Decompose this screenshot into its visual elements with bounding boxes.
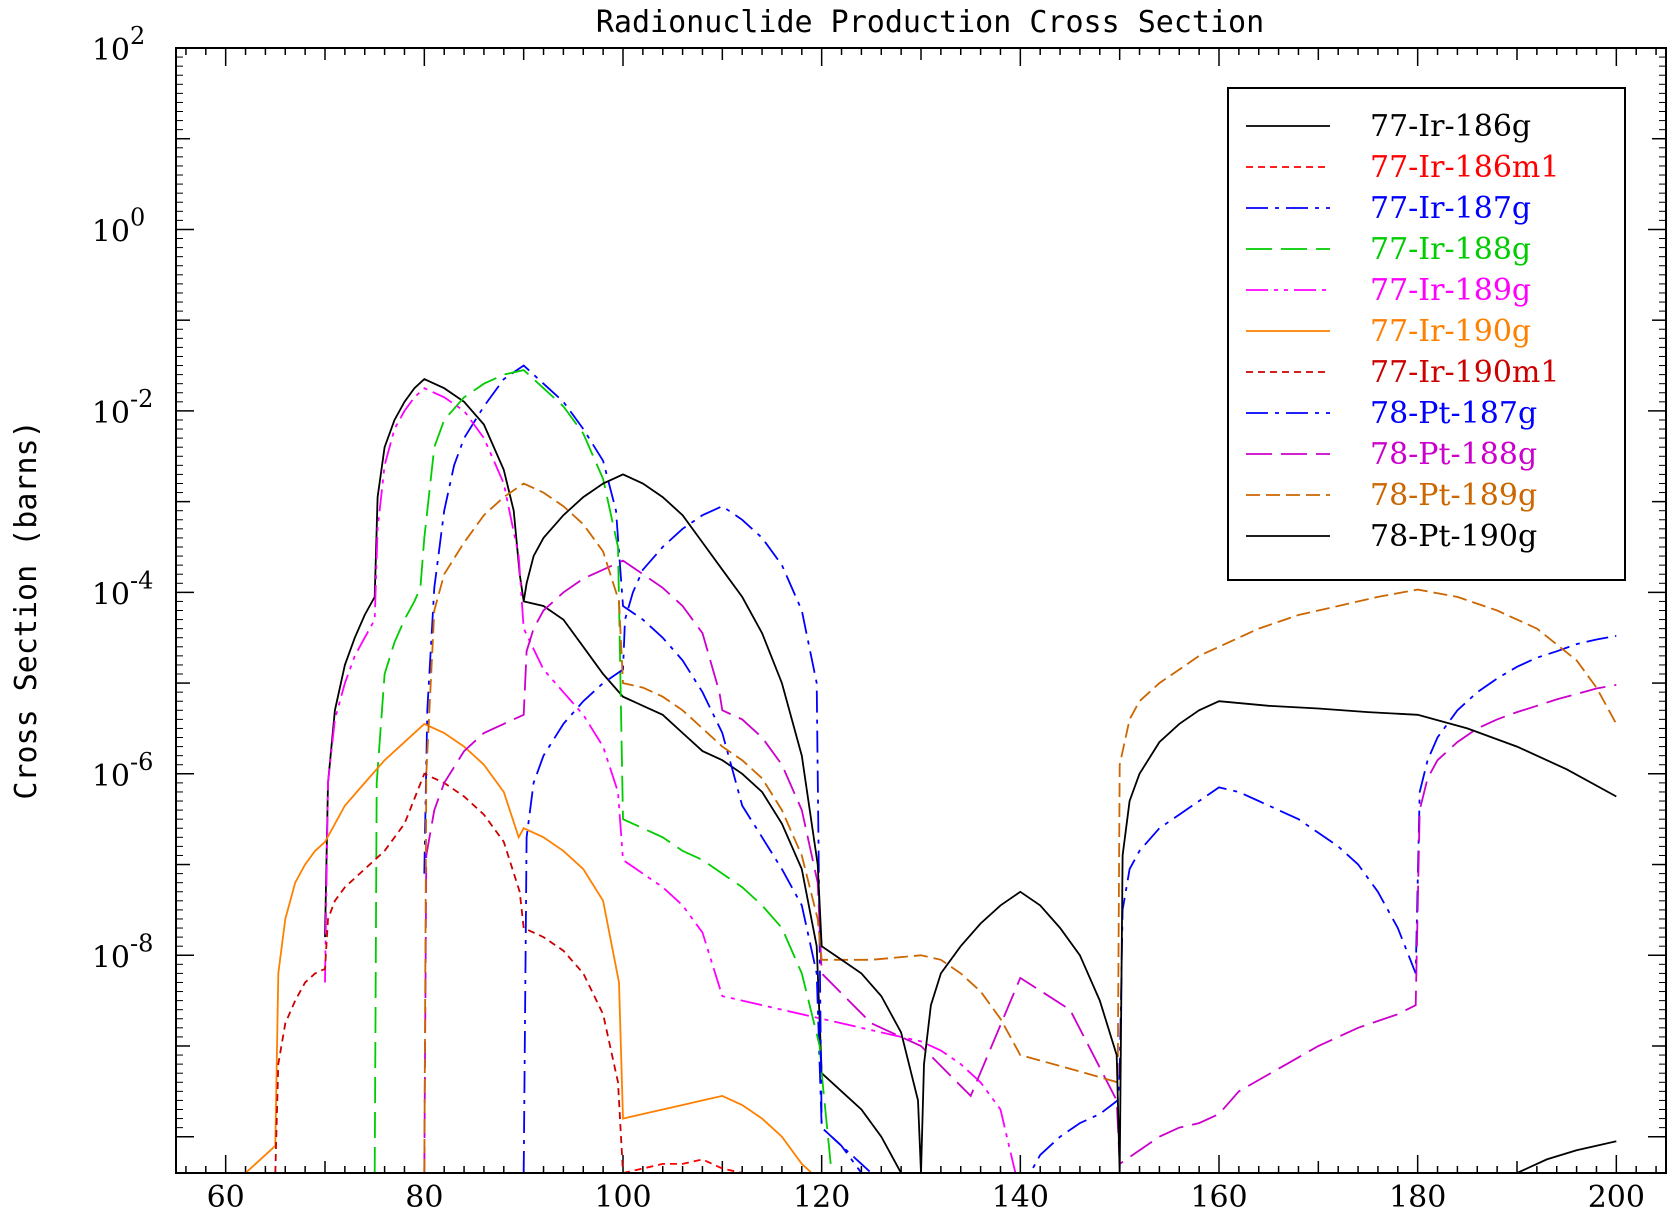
plot-frame — [175, 47, 1667, 1174]
series-line-77-ir-190m1 — [274, 772, 624, 1173]
series-line-78-pt-188g — [423, 559, 1617, 1173]
y-tick-label-base: 10 — [92, 33, 130, 68]
series-line-78-pt-190g-tail — [1516, 1140, 1617, 1173]
y-tick-label-exponent: -8 — [130, 929, 153, 957]
chart-title: Radionuclide Production Cross Section — [596, 5, 1264, 40]
legend-label: 78-Pt-188g — [1370, 437, 1537, 472]
series-line-77-ir-190g — [244, 722, 813, 1173]
y-tick-label-exponent: 2 — [130, 22, 145, 50]
y-tick-label-exponent: -6 — [130, 748, 153, 776]
legend-label: 78-Pt-190g — [1370, 519, 1537, 554]
y-tick-label: 10 -4 — [92, 566, 154, 612]
y-tick-label-base: 10 — [92, 759, 130, 794]
series-line-77-ir-186m1 — [622, 1158, 743, 1173]
y-tick-label-base: 10 — [92, 940, 130, 975]
legend-box — [1227, 87, 1626, 581]
x-tick-label: 120 — [793, 1180, 850, 1209]
legend-label: 77-Ir-190g — [1370, 314, 1531, 349]
x-tick-label: 180 — [1389, 1180, 1446, 1209]
y-tick-label-base: 10 — [92, 214, 130, 249]
x-tick-label: 100 — [594, 1180, 651, 1209]
series-line-78-pt-187g — [522, 505, 1617, 1173]
y-tick-label-exponent: 0 — [130, 203, 145, 231]
series-line-77-ir-188g — [373, 369, 833, 1173]
y-tick-label: 10 2 — [92, 22, 145, 68]
x-tick-label: 60 — [207, 1180, 245, 1209]
legend-label: 77-Ir-186m1 — [1370, 150, 1559, 185]
legend-label: 77-Ir-188g — [1370, 232, 1531, 267]
y-tick-label: 10 -8 — [92, 929, 154, 975]
y-tick-label: 10 -6 — [92, 748, 154, 794]
x-tick-label: 200 — [1588, 1180, 1645, 1209]
legend-label: 77-Ir-189g — [1370, 273, 1531, 308]
legend-label: 78-Pt-189g — [1370, 478, 1537, 513]
legend-label: 77-Ir-186g — [1370, 109, 1531, 144]
legend-label: 77-Ir-190m1 — [1370, 355, 1559, 390]
legend-label: 78-Pt-187g — [1370, 396, 1537, 431]
y-tick-label-exponent: -2 — [130, 385, 153, 413]
series-line-77-ir-187g — [423, 364, 863, 1173]
y-tick-label-base: 10 — [92, 577, 130, 612]
legend: 77-Ir-186g 77-Ir-186m1 77-Ir-187g 77-Ir-188… — [1227, 87, 1626, 581]
y-tick-label-base: 10 — [92, 396, 130, 431]
x-tick-label: 140 — [992, 1180, 1049, 1209]
series-line-78-pt-190g — [522, 473, 1617, 1173]
series-line-78-pt-189g — [423, 482, 1618, 1173]
x-tick-label: 160 — [1190, 1180, 1247, 1209]
y-axis-label: Cross Section (barns) — [9, 420, 44, 799]
y-tick-label-exponent: -4 — [130, 566, 153, 594]
series-line-77-ir-189g — [324, 387, 1017, 1173]
legend-label: 77-Ir-187g — [1370, 191, 1531, 226]
y-tick-label: 10 -2 — [92, 385, 154, 431]
y-tick-label: 10 0 — [92, 203, 145, 249]
x-tick-label: 80 — [405, 1180, 443, 1209]
